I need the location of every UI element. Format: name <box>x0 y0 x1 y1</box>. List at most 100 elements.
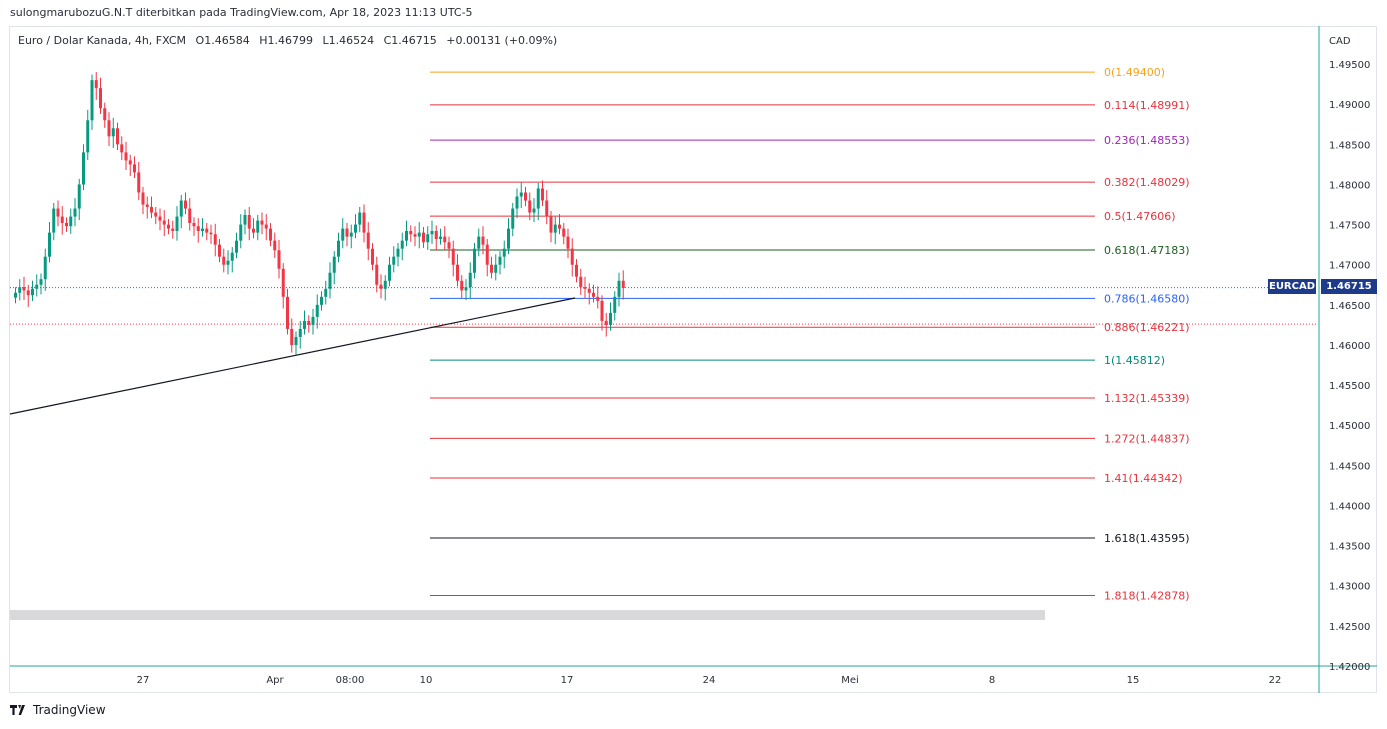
x-tick-label: 10 <box>420 675 433 686</box>
x-tick-label: 15 <box>1127 675 1140 686</box>
candle-body <box>498 256 502 265</box>
candle-body <box>209 232 213 235</box>
candle-body <box>175 216 179 232</box>
candle-body <box>388 264 391 281</box>
candle-body <box>52 208 56 233</box>
candle-body <box>188 208 192 223</box>
candle-body <box>154 212 158 217</box>
fib-level-label: 0.236(1.48553) <box>1104 134 1190 147</box>
candle-body <box>230 252 234 261</box>
candle-body <box>256 220 260 233</box>
candle-body <box>269 228 272 241</box>
chart-scrollbar[interactable] <box>10 610 1045 620</box>
candle-body <box>179 200 183 217</box>
candle-body <box>235 240 238 253</box>
candle-body <box>515 196 519 209</box>
fib-level-label: 0(1.49400) <box>1104 66 1165 79</box>
candle-body <box>337 240 340 257</box>
candle-body <box>422 232 425 243</box>
candle-body <box>107 120 111 137</box>
tradingview-logo-icon <box>10 705 25 715</box>
candle-body <box>604 320 608 325</box>
candle-body <box>39 279 43 285</box>
candle-body <box>473 248 476 273</box>
candle-body <box>103 108 107 121</box>
candle-body <box>303 320 306 329</box>
candle-body <box>456 264 459 281</box>
fib-level-label: 1(1.45812) <box>1104 354 1165 367</box>
candle-body <box>566 236 570 249</box>
candle-body <box>524 192 527 201</box>
candle-body <box>502 248 506 257</box>
candle-body <box>536 188 540 209</box>
candle-body <box>65 222 68 227</box>
fib-level-label: 1.41(1.44342) <box>1104 472 1183 485</box>
last-price-tag: 1.46715 <box>1321 279 1377 294</box>
candle-body <box>430 231 434 235</box>
legend-change: +0.00131 (+0.09%) <box>446 34 558 47</box>
x-tick-label: Apr <box>266 675 284 686</box>
fib-level-label: 0.382(1.48029) <box>1104 176 1190 189</box>
chart-frame <box>9 26 1377 693</box>
fib-level-label: 0.618(1.47183) <box>1104 244 1190 257</box>
candle-body <box>434 231 438 240</box>
candle-body <box>22 287 26 291</box>
currency-label: CAD <box>1329 36 1351 47</box>
candle-body <box>532 208 536 213</box>
candle-body <box>277 250 281 269</box>
candle-body <box>290 328 294 345</box>
legend-high: H1.46799 <box>259 34 313 47</box>
candle-body <box>592 292 595 297</box>
candle-body <box>341 228 345 241</box>
y-tick-label: 1.49500 <box>1329 60 1370 71</box>
candle-body <box>252 228 255 233</box>
y-tick-label: 1.48500 <box>1329 140 1370 151</box>
support-trendline <box>9 297 576 415</box>
x-tick-label: 22 <box>1269 675 1282 686</box>
candle-body <box>345 228 349 237</box>
candle-body <box>298 328 302 337</box>
candle-body <box>413 234 417 237</box>
candle-body <box>481 236 485 245</box>
candle-body <box>417 232 421 237</box>
candle-body <box>320 296 323 305</box>
candle-body <box>439 236 442 240</box>
candle-body <box>247 214 251 229</box>
candle-body <box>111 128 115 137</box>
candle-body <box>205 228 209 233</box>
symbol-tag: EURCAD <box>1268 279 1316 294</box>
candle-body <box>426 234 430 243</box>
candle-body <box>371 248 374 265</box>
candle-body <box>511 208 515 229</box>
candle-body <box>133 164 136 173</box>
legend-symbol: Euro / Dolar Kanada, 4h, FXCM <box>18 34 187 47</box>
candle-body <box>56 208 60 217</box>
candle-body <box>553 224 557 233</box>
y-tick-label: 1.42000 <box>1329 662 1370 673</box>
candle-body <box>528 200 532 213</box>
candle-body <box>145 204 149 207</box>
candle-body <box>226 260 230 265</box>
candle-body <box>485 244 489 265</box>
tradingview-footer: TradingView <box>10 703 106 717</box>
candle-body <box>400 240 404 249</box>
candle-body <box>332 256 336 273</box>
candle-body <box>609 312 612 325</box>
candle-body <box>60 216 64 223</box>
candle-body <box>94 80 98 89</box>
candle-body <box>243 214 247 225</box>
candle-body <box>541 188 544 201</box>
ohlc-legend: Euro / Dolar Kanada, 4h, FXCM O1.46584 H… <box>18 34 563 47</box>
x-tick-label: 27 <box>137 675 150 686</box>
candle-body <box>307 320 311 325</box>
candle-body <box>43 256 47 280</box>
candle-body <box>451 248 455 265</box>
candle-body <box>383 280 387 289</box>
candle-body <box>405 231 408 241</box>
fib-level-label: 0.786(1.46580) <box>1104 292 1190 305</box>
candle-body <box>158 216 162 221</box>
candle-body <box>349 232 353 237</box>
candle-body <box>519 192 523 197</box>
y-tick-label: 1.47500 <box>1329 221 1370 232</box>
